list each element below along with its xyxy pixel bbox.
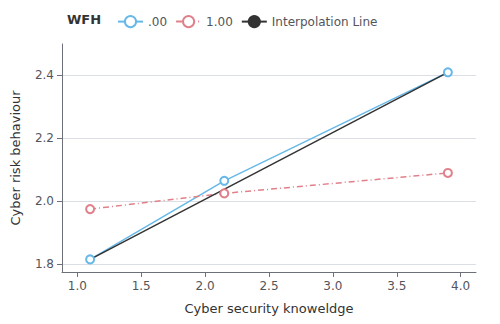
svg-text:2.5: 2.5 [259, 279, 278, 293]
svg-text:Interpolation Line: Interpolation Line [272, 15, 378, 29]
svg-text:4.0: 4.0 [451, 279, 470, 293]
svg-text:2.4: 2.4 [35, 68, 54, 82]
svg-text:2.0: 2.0 [35, 194, 54, 208]
svg-text:.00: .00 [148, 15, 167, 29]
svg-text:2.2: 2.2 [35, 131, 54, 145]
svg-text:1.5: 1.5 [132, 279, 151, 293]
svg-text:1.0: 1.0 [68, 279, 87, 293]
svg-text:Cyber risk behaviour: Cyber risk behaviour [8, 90, 23, 226]
svg-text:2.0: 2.0 [196, 279, 215, 293]
svg-text:WFH: WFH [67, 12, 101, 27]
svg-text:3.0: 3.0 [323, 279, 342, 293]
svg-text:1.00: 1.00 [206, 15, 233, 29]
svg-text:1.8: 1.8 [35, 257, 54, 271]
svg-text:Cyber security knoweldge: Cyber security knoweldge [185, 301, 354, 316]
svg-text:3.5: 3.5 [387, 279, 406, 293]
